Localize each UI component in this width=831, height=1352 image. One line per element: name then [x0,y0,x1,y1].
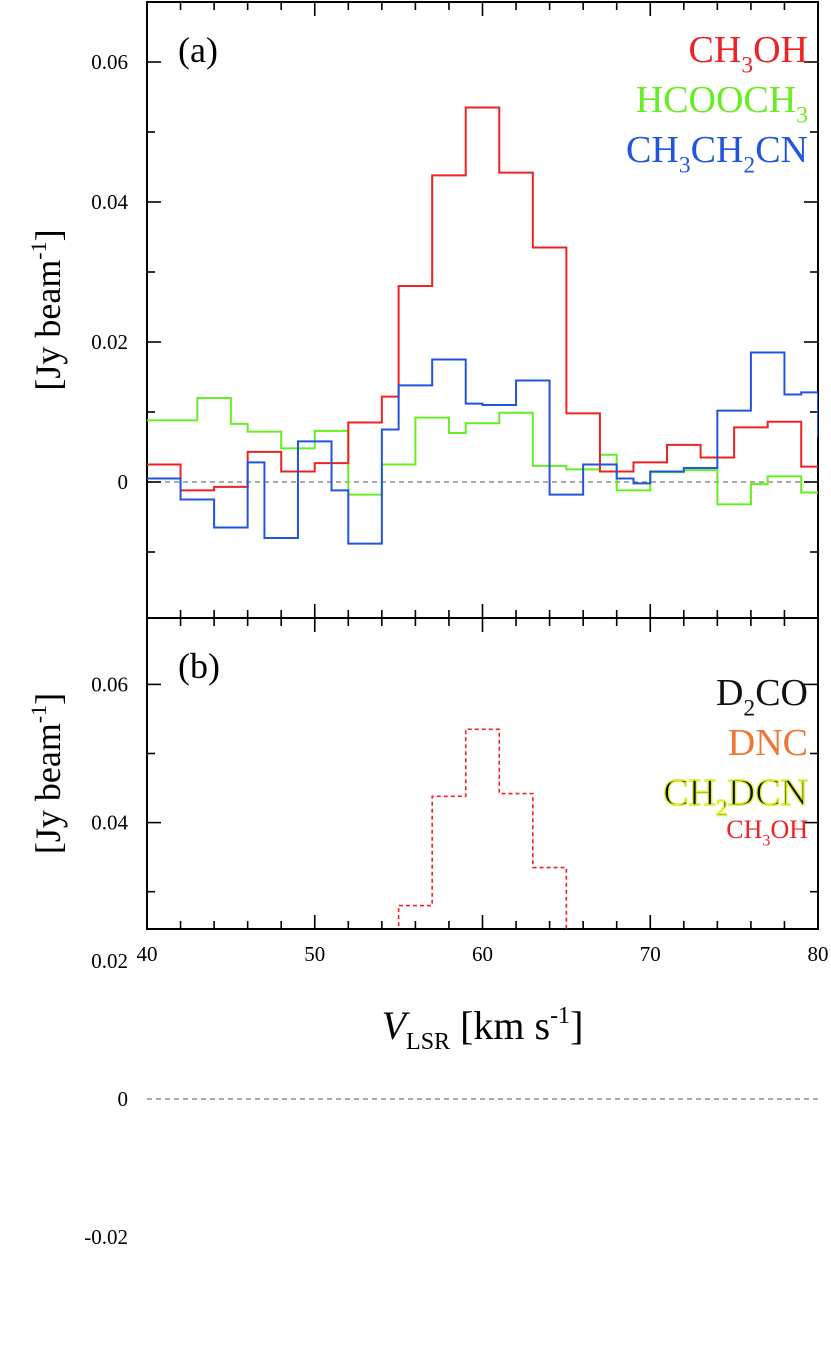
x-tick-label: 60 [472,942,493,966]
legend-entry: CH3OH [689,29,808,79]
y-tick-label: -0.02 [84,1225,128,1249]
x-axis-label: VLSR [km s-1] [382,1003,584,1055]
legend-entry: CH3CH2CN [626,129,808,179]
legend-entry: D2CO [716,672,808,722]
series-ch3oh [147,106,818,492]
y-tick-label: 0 [118,1087,129,1111]
panel-a: 0 0.02 0.04 0.06 [Jy beam-1] (a) CH3OHHCOOCH3C… [26,2,819,618]
legend-entry: HCOOCH3 [636,79,808,129]
y-tick-label: 0.06 [91,50,128,74]
y-tick-label: 0.02 [91,949,128,973]
panel-b-frame [146,617,819,930]
panel-label: (a) [178,30,218,70]
y-axis-label: [Jy beam-1] [26,229,68,390]
y-tick-label: 0.04 [91,190,128,214]
series-ch3ch2cn [147,351,818,545]
series-ch2dcn [147,1038,831,1130]
series-hcooch3 [147,397,818,506]
x-tick-label: 70 [640,942,661,966]
series-ch3oh [397,728,568,929]
y-tick-label: 0.06 [91,672,128,696]
y-tick-label: 0 [118,470,129,494]
legend-entry: CH3OH [726,815,808,849]
y-tick-label: 0.04 [91,811,128,835]
legend-entry: DNC [728,722,808,764]
y-axis-label: [Jy beam-1] [26,693,68,854]
y-tick-label: 0.02 [91,330,128,354]
x-tick-label: 40 [137,942,158,966]
panel-label: (b) [178,646,220,686]
x-tick-label: 80 [808,942,829,966]
legend-entry: CH2DCN [663,772,808,822]
x-tick-label: 50 [304,942,325,966]
